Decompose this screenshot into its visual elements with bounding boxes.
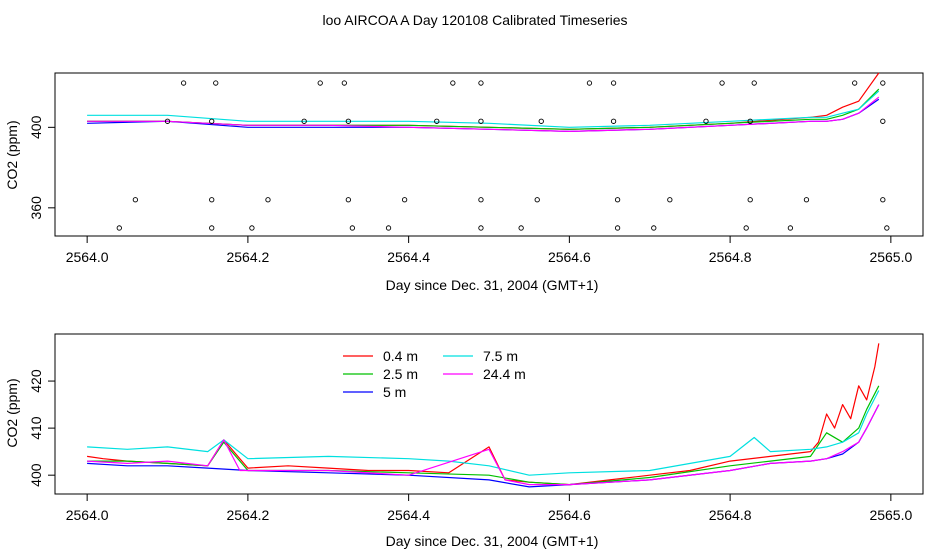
x-tick-label: 2564.2 bbox=[226, 249, 269, 265]
x-tick-label: 2564.0 bbox=[66, 249, 109, 265]
series-line-1 bbox=[87, 385, 880, 486]
status-marker bbox=[401, 197, 408, 203]
x-tick-label: 2564.4 bbox=[387, 507, 430, 523]
status-marker bbox=[651, 225, 657, 231]
status-marker bbox=[884, 225, 890, 231]
x-tick-label: 2564.4 bbox=[387, 249, 430, 265]
legend-entry: 2.5 m bbox=[383, 366, 418, 382]
series-line-4 bbox=[87, 404, 880, 486]
status-marker bbox=[610, 118, 617, 124]
bottom-plot-frame bbox=[54, 333, 924, 495]
status-marker bbox=[614, 197, 621, 203]
status-marker bbox=[719, 80, 725, 86]
status-marker bbox=[586, 80, 593, 86]
status-marker bbox=[450, 80, 456, 86]
y-tick-label: 400 bbox=[28, 463, 44, 487]
bottom-y-axis: 400 410 420 bbox=[28, 369, 55, 487]
x-tick-label: 2565.0 bbox=[869, 249, 912, 265]
status-marker bbox=[180, 80, 187, 86]
x-tick-label: 2564.0 bbox=[66, 507, 109, 523]
status-marker bbox=[538, 118, 544, 124]
legend-entry: 5 m bbox=[383, 384, 406, 400]
status-marker bbox=[751, 80, 757, 86]
status-marker bbox=[249, 225, 255, 231]
status-marker bbox=[478, 225, 484, 231]
x-tick-label: 2565.0 bbox=[869, 507, 912, 523]
status-marker bbox=[349, 225, 356, 231]
status-marker bbox=[213, 80, 219, 86]
status-marker bbox=[385, 225, 392, 231]
status-marker bbox=[132, 197, 139, 203]
top-x-axis: 2564.0 2564.2 2564.4 2564.6 2564.8 2565.0 bbox=[66, 236, 912, 265]
series-line-4 bbox=[87, 96, 880, 132]
status-marker bbox=[209, 118, 215, 124]
status-marker bbox=[265, 197, 271, 203]
status-marker bbox=[518, 225, 524, 231]
status-marker bbox=[880, 80, 886, 86]
status-marker bbox=[478, 118, 484, 124]
figure-title: loo AIRCOA A Day 120108 Calibrated Times… bbox=[322, 12, 627, 28]
bottom-y-axis-label: CO2 (ppm) bbox=[4, 378, 20, 447]
status-marker bbox=[743, 225, 749, 231]
legend-entry: 0.4 m bbox=[383, 348, 418, 364]
status-marker bbox=[434, 118, 440, 124]
status-marker bbox=[345, 118, 352, 124]
status-marker bbox=[747, 197, 753, 203]
x-tick-label: 2564.8 bbox=[709, 249, 752, 265]
status-marker bbox=[803, 197, 810, 203]
status-marker bbox=[317, 80, 323, 86]
x-tick-label: 2564.6 bbox=[548, 249, 591, 265]
x-tick-label: 2564.8 bbox=[709, 507, 752, 523]
legend-entry: 7.5 m bbox=[483, 348, 518, 364]
bottom-series-group bbox=[87, 343, 880, 488]
y-tick-label: 410 bbox=[28, 416, 44, 440]
legend: 0.4 m 2.5 m 5 m 7.5 m 24.4 m bbox=[343, 348, 526, 400]
bottom-x-axis: 2564.0 2564.2 2564.4 2564.6 2564.8 2565.0 bbox=[66, 494, 912, 523]
series-line-3 bbox=[87, 90, 880, 128]
top-plot-frame bbox=[54, 72, 924, 237]
x-tick-label: 2564.2 bbox=[226, 507, 269, 523]
status-marker bbox=[610, 80, 617, 86]
status-marker bbox=[787, 225, 794, 231]
y-tick-label: 400 bbox=[28, 115, 44, 139]
status-marker bbox=[703, 118, 709, 124]
top-x-axis-label: Day since Dec. 31, 2004 (GMT+1) bbox=[386, 277, 599, 293]
status-marker bbox=[880, 118, 886, 124]
status-marker bbox=[478, 197, 484, 203]
bottom-panel: 2564.0 2564.2 2564.4 2564.6 2564.8 2565.0 400… bbox=[4, 333, 924, 549]
status-marker bbox=[614, 225, 621, 231]
status-marker bbox=[164, 118, 171, 124]
top-marker-group bbox=[116, 80, 890, 231]
top-panel: 2564.0 2564.2 2564.4 2564.6 2564.8 2565.0 360… bbox=[4, 72, 924, 293]
status-marker bbox=[209, 225, 215, 231]
series-line-3 bbox=[87, 390, 880, 476]
top-y-axis: 360 400 bbox=[28, 115, 55, 220]
y-tick-label: 360 bbox=[28, 196, 44, 220]
status-marker bbox=[209, 197, 215, 203]
status-marker bbox=[880, 197, 886, 203]
series-line-0 bbox=[87, 343, 880, 486]
x-tick-label: 2564.6 bbox=[548, 507, 591, 523]
status-marker bbox=[852, 80, 858, 86]
bottom-x-axis-label: Day since Dec. 31, 2004 (GMT+1) bbox=[386, 533, 599, 549]
status-marker bbox=[478, 80, 484, 86]
legend-entry: 24.4 m bbox=[483, 366, 526, 382]
status-marker bbox=[345, 197, 352, 203]
y-tick-label: 420 bbox=[28, 369, 44, 393]
top-y-axis-label: CO2 (ppm) bbox=[4, 120, 20, 189]
status-marker bbox=[301, 118, 307, 124]
status-marker bbox=[747, 118, 753, 124]
status-marker bbox=[534, 197, 540, 203]
status-marker bbox=[341, 80, 347, 86]
top-series-group bbox=[87, 72, 880, 132]
status-marker bbox=[667, 197, 673, 203]
status-marker bbox=[116, 225, 122, 231]
